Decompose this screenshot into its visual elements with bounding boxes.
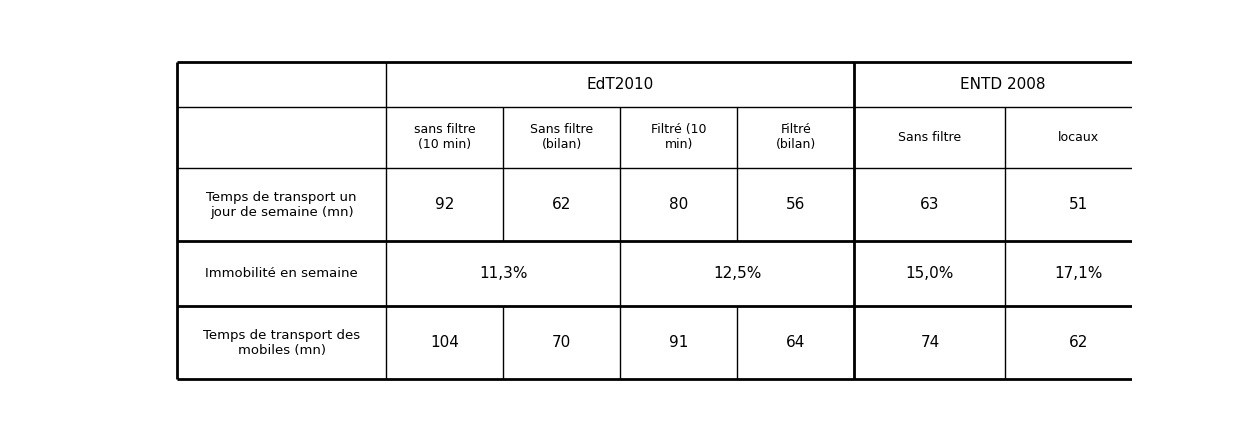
Text: 11,3%: 11,3% bbox=[479, 267, 527, 281]
Text: EdT2010: EdT2010 bbox=[586, 77, 654, 92]
Text: 104: 104 bbox=[430, 335, 459, 350]
Text: 15,0%: 15,0% bbox=[906, 267, 954, 281]
Text: Filtré
(bilan): Filtré (bilan) bbox=[776, 124, 816, 152]
Text: locaux: locaux bbox=[1058, 131, 1099, 144]
Text: Sans filtre
(bilan): Sans filtre (bilan) bbox=[531, 124, 594, 152]
Text: ENTD 2008: ENTD 2008 bbox=[960, 77, 1045, 92]
Text: 92: 92 bbox=[435, 197, 454, 213]
Text: 17,1%: 17,1% bbox=[1054, 267, 1103, 281]
Text: 51: 51 bbox=[1069, 197, 1088, 213]
Text: 62: 62 bbox=[1069, 335, 1088, 350]
Text: Sans filtre: Sans filtre bbox=[898, 131, 961, 144]
Text: 91: 91 bbox=[669, 335, 688, 350]
Text: Temps de transport des
mobiles (mn): Temps de transport des mobiles (mn) bbox=[203, 329, 360, 357]
Text: 64: 64 bbox=[786, 335, 805, 350]
Text: 63: 63 bbox=[920, 197, 940, 213]
Text: 80: 80 bbox=[669, 197, 688, 213]
Text: Temps de transport un
jour de semaine (mn): Temps de transport un jour de semaine (m… bbox=[206, 191, 357, 219]
Text: Immobilité en semaine: Immobilité en semaine bbox=[205, 267, 359, 280]
Text: 70: 70 bbox=[552, 335, 571, 350]
Text: 62: 62 bbox=[552, 197, 571, 213]
Text: Filtré (10
min): Filtré (10 min) bbox=[652, 124, 707, 152]
Text: 56: 56 bbox=[786, 197, 805, 213]
Text: sans filtre
(10 min): sans filtre (10 min) bbox=[414, 124, 476, 152]
Text: 12,5%: 12,5% bbox=[713, 267, 761, 281]
Text: 74: 74 bbox=[921, 335, 940, 350]
